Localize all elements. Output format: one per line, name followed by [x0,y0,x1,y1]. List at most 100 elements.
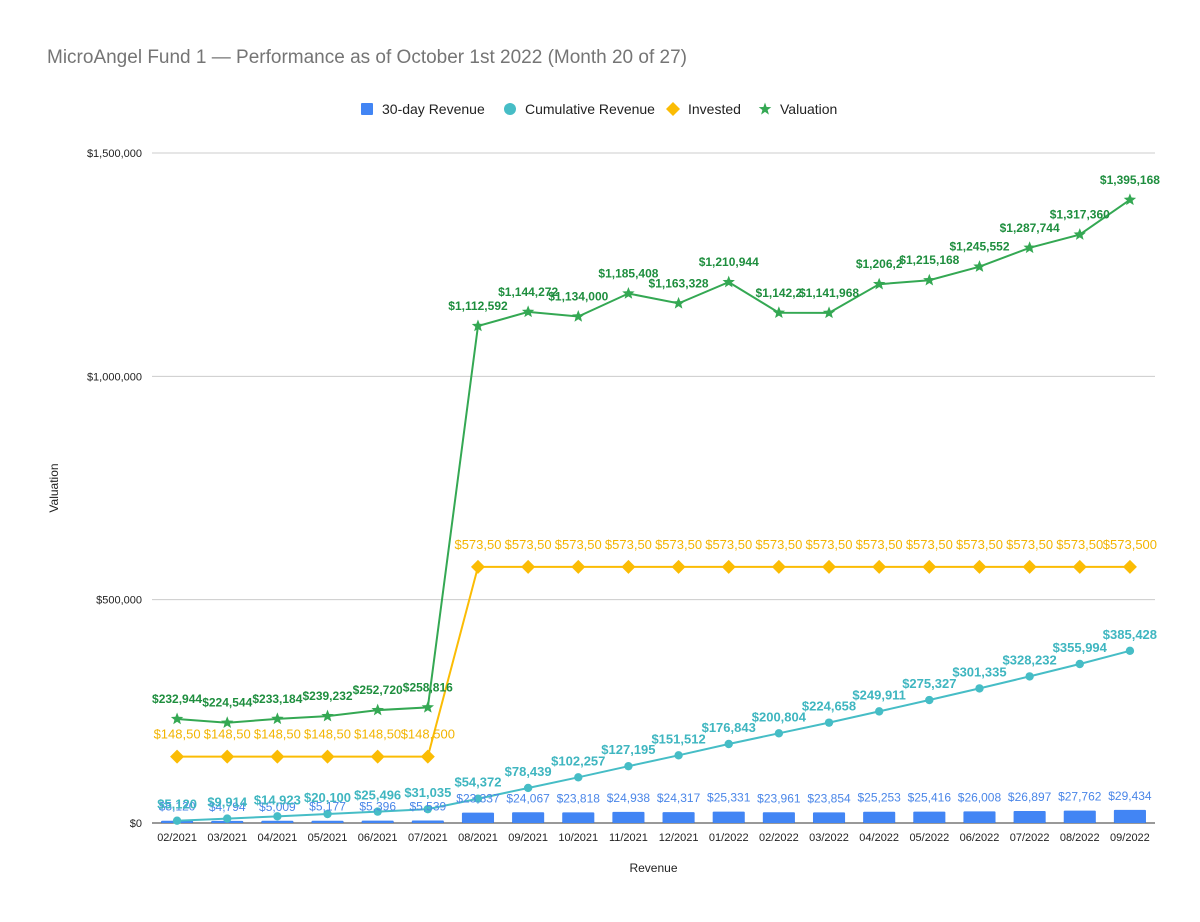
bar [662,812,695,823]
cumulative-revenue-data-label: $5,120 [157,797,197,812]
legend-swatch-star [758,102,772,116]
legend-label: Valuation [780,101,838,117]
chart-title: MicroAngel Fund 1 — Performance as of Oc… [47,47,687,68]
series-valuation [170,193,1137,728]
x-tick-label: 07/2022 [1010,832,1050,844]
cumulative-revenue-data-label: $328,232 [1003,652,1057,667]
invested-data-label: $573,500 [1103,537,1157,552]
cumulative-revenue-data-label: $355,994 [1053,640,1108,655]
invested-point [370,749,385,764]
bar [461,812,495,823]
x-tick-label: 03/2022 [809,832,849,844]
invested-data-label: $573,50 [806,537,853,552]
x-tick-label: 03/2021 [207,832,247,844]
valuation-data-label: $224,544 [202,696,252,710]
invested-data-label: $573,50 [856,537,903,552]
cumulative-revenue-data-label: $25,496 [354,788,401,803]
valuation-data-label: $1,210,944 [699,255,759,269]
data-labels: $5,120 $4,794 $5,009 $5,177 $5,396 $5,539 $23,… [152,173,1160,814]
valuation-data-label: $1,206,2 [856,257,903,271]
invested-point [771,559,786,574]
bar [411,820,444,823]
y-tick-label: $500,000 [96,595,142,607]
valuation-point [321,709,334,722]
invested-point [420,749,435,764]
cumulative-revenue-data-label: $224,658 [802,699,856,714]
cumulative-revenue-point [975,684,984,693]
invested-point [470,559,485,574]
invested-point [521,559,536,574]
cumulative-revenue-point [323,809,332,819]
valuation-data-label: $258,816 [403,680,453,694]
cumulative-revenue-point [1025,672,1034,681]
invested-data-label: $148,50 [204,727,251,742]
x-tick-label: 05/2022 [909,832,949,844]
invested-data-label: $573,50 [555,537,602,552]
cumulative-revenue-data-label: $14,923 [254,792,301,807]
valuation-data-label: $1,141,968 [799,286,859,300]
invested-point [320,749,335,764]
x-tick-label: 02/2021 [157,832,197,844]
valuation-data-label: $1,112,592 [448,299,508,313]
legend-swatch-diamond [666,102,680,116]
invested-point [1022,559,1037,574]
bar [361,820,394,823]
cumulative-revenue-point [223,814,232,823]
legend: 30-day Revenue Cumulative Revenue Invest… [0,99,1200,119]
invested-point [721,559,736,574]
x-tick-label: 11/2021 [609,832,648,844]
x-tick-label: 08/2021 [458,832,498,844]
bar [812,812,846,823]
cumulative-revenue-data-label: $9,914 [207,795,248,810]
bar-data-label: $24,317 [657,791,701,805]
legend-item-cumulative-revenue: Cumulative Revenue [503,99,655,119]
invested-data-label: $573,50 [655,537,702,552]
bar [863,811,896,823]
bar [963,811,996,823]
x-tick-label: 05/2021 [308,832,348,844]
bar [1013,810,1046,823]
invested-point [270,749,285,764]
series-cumulative-revenue [172,646,1135,825]
valuation-data-label: $239,232 [302,689,352,703]
cumulative-revenue-point [674,751,683,760]
x-tick-label: 09/2022 [1110,832,1150,844]
bar-data-label: $25,416 [908,791,952,805]
bar-data-label: $29,434 [1108,789,1152,803]
invested-data-label: $148,50 [254,727,301,742]
bar-data-label: $5,396 [359,800,396,814]
valuation-point [772,306,786,319]
cumulative-revenue-point [874,707,884,716]
bar-data-label: $25,253 [857,791,901,805]
cumulative-revenue-data-label: $151,512 [651,731,705,746]
y-tick-label: $0 [130,818,142,830]
invested-point [571,559,586,574]
valuation-data-label: $1,142,2 [756,286,803,300]
cumulative-revenue-data-label: $176,843 [702,720,756,735]
x-tick-label: 09/2021 [508,832,548,844]
bar-data-label: $23,854 [807,791,851,805]
bar [1113,809,1146,823]
invested-point [822,559,837,574]
cumulative-revenue-data-label: $127,195 [601,742,655,757]
bar-data-label: $5,177 [309,800,346,814]
cumulative-revenue-point [172,816,182,825]
valuation-data-label: $1,245,552 [949,240,1009,254]
x-tick-label: 08/2022 [1060,832,1100,844]
valuation-data-label: $1,163,328 [649,276,709,290]
x-tick-label: 06/2021 [358,832,398,844]
x-axis-title: Revenue [629,861,677,875]
valuation-point [221,716,234,728]
cumulative-revenue-data-label: $301,335 [952,664,1006,679]
invested-point [220,749,235,764]
cumulative-revenue-point [925,695,934,705]
invested-data-label: $148,500 [401,727,455,742]
x-tick-label: 01/2022 [709,832,749,844]
cumulative-revenue-point [774,729,784,738]
valuation-data-label: $232,944 [152,692,202,706]
invested-data-label: $573,50 [1006,537,1053,552]
invested-data-label: $573,50 [454,537,501,552]
invested-point [671,559,686,574]
bar-data-label: $26,008 [958,790,1002,804]
valuation-point [672,296,685,309]
